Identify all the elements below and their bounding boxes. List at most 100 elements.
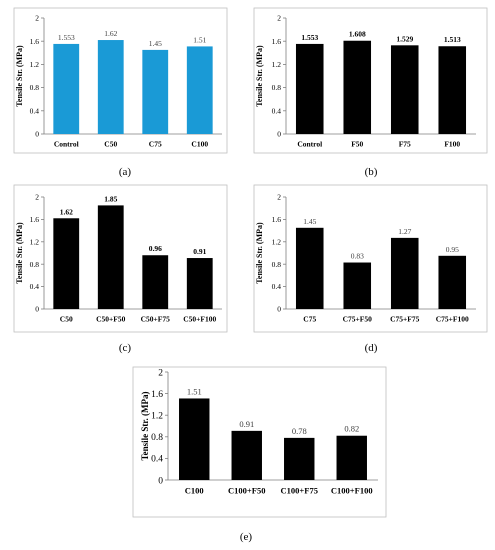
y-tick-label: 0 — [35, 130, 39, 139]
data-label: 1.27 — [398, 227, 411, 236]
x-tick-label: C100 — [185, 486, 204, 496]
bar — [53, 218, 80, 309]
data-label: 1.62 — [104, 29, 117, 38]
panel-caption: (d) — [365, 342, 378, 354]
y-axis-label: Tensile Str. (MPa) — [255, 45, 264, 107]
x-tick-label: C50+F75 — [141, 315, 171, 324]
chart-panel-e: 0 0.4 0.8 1.2 1.6 2 Tensile Str. (MPa) 1.51 C100… — [132, 366, 387, 543]
data-label: 0.82 — [344, 424, 359, 434]
y-tick-label: 0 — [158, 476, 163, 486]
bar — [231, 430, 262, 480]
x-tick-label: C100+F50 — [228, 486, 265, 496]
bar — [438, 255, 467, 309]
y-tick-label: 0.4 — [30, 282, 40, 291]
x-tick-label: F50 — [351, 140, 363, 149]
bar — [336, 435, 367, 480]
data-label: 0.96 — [149, 244, 162, 253]
data-label: 1.62 — [60, 207, 73, 216]
data-label: 0.91 — [193, 247, 206, 256]
bar — [295, 43, 324, 135]
panel-caption: (e) — [240, 531, 253, 543]
y-tick-label: 0.4 — [151, 455, 163, 465]
chart-panel-b: 0 0.4 0.8 1.2 1.6 2 Tensile Str. (MPa) 1.553 Con… — [253, 7, 488, 178]
data-label: 1.45 — [149, 39, 162, 48]
y-tick-label: 1.2 — [272, 60, 282, 69]
bar — [179, 398, 210, 480]
y-tick-label: 0.8 — [30, 260, 40, 269]
y-tick-label: 0 — [277, 130, 281, 139]
data-label: 1.85 — [104, 194, 117, 203]
data-label: 1.51 — [193, 35, 206, 44]
data-label: 1.45 — [303, 217, 316, 226]
x-tick-label: C100+F75 — [281, 486, 318, 496]
y-tick-label: 0.8 — [272, 260, 282, 269]
bar — [186, 258, 213, 309]
chart-panel-d: 0 0.4 0.8 1.2 1.6 2 Tensile Str. (MPa) 1.45 C75 0… — [253, 184, 488, 354]
data-label: 1.608 — [349, 30, 366, 39]
y-tick-label: 0.4 — [30, 106, 40, 115]
y-tick-label: 2 — [277, 14, 281, 23]
y-tick-label: 2 — [158, 368, 163, 378]
y-tick-label: 0.4 — [272, 106, 282, 115]
x-tick-label: C75 — [303, 315, 316, 324]
data-label: 1.553 — [58, 33, 75, 42]
y-tick-label: 1.6 — [272, 215, 282, 224]
data-label: 1.529 — [396, 34, 413, 43]
y-tick-label: 0.8 — [272, 83, 282, 92]
x-tick-label: C75+F100 — [436, 315, 469, 324]
bar — [390, 237, 419, 309]
bar — [142, 255, 169, 309]
data-label: 1.513 — [444, 35, 461, 44]
y-tick-label: 1.2 — [272, 237, 282, 246]
bar — [295, 227, 324, 309]
bar — [343, 40, 372, 134]
y-tick-label: 2 — [35, 14, 39, 23]
x-tick-label: F75 — [399, 140, 411, 149]
x-tick-label: C75 — [149, 140, 162, 149]
x-tick-label: C50 — [104, 140, 117, 149]
bar — [343, 262, 372, 309]
x-tick-label: C75+F50 — [343, 315, 373, 324]
x-tick-label: C75+F75 — [390, 315, 420, 324]
bar — [97, 205, 124, 309]
y-axis-label: Tensile Str. (MPa) — [255, 222, 264, 284]
y-tick-label: 0.8 — [151, 433, 163, 443]
y-axis-label: Tensile Str. (MPa) — [140, 391, 150, 460]
data-label: 0.78 — [292, 426, 307, 436]
y-tick-label: 2 — [35, 193, 39, 202]
bar — [97, 40, 124, 134]
y-axis-label: Tensile Str. (MPa) — [15, 222, 24, 284]
bar — [438, 46, 467, 134]
data-label: 1.553 — [301, 33, 318, 42]
y-tick-label: 0.4 — [272, 282, 282, 291]
y-tick-label: 1.2 — [30, 60, 40, 69]
x-tick-label: C50+F100 — [183, 315, 216, 324]
y-tick-label: 1.2 — [30, 237, 40, 246]
y-tick-label: 0 — [35, 305, 39, 314]
x-tick-label: C100+F100 — [331, 486, 373, 496]
panel-caption: (b) — [365, 166, 378, 178]
y-tick-label: 1.6 — [30, 215, 40, 224]
y-tick-label: 2 — [277, 193, 281, 202]
bar — [142, 49, 169, 134]
x-tick-label: Control — [54, 140, 79, 149]
y-tick-label: 1.2 — [151, 412, 163, 422]
data-label: 0.91 — [239, 419, 254, 429]
data-label: 0.83 — [351, 252, 364, 261]
y-axis-label: Tensile Str. (MPa) — [15, 45, 24, 107]
y-tick-label: 1.6 — [272, 37, 282, 46]
y-tick-label: 1.6 — [151, 390, 163, 400]
data-label: 1.51 — [187, 386, 202, 396]
x-tick-label: F100 — [444, 140, 460, 149]
x-tick-label: Control — [297, 140, 322, 149]
bar — [186, 46, 213, 134]
bar — [284, 437, 315, 480]
y-tick-label: 1.6 — [30, 37, 40, 46]
panel-caption: (c) — [119, 342, 132, 354]
data-label: 0.95 — [446, 245, 459, 254]
y-tick-label: 0.8 — [30, 83, 40, 92]
x-tick-label: C100 — [191, 140, 208, 149]
